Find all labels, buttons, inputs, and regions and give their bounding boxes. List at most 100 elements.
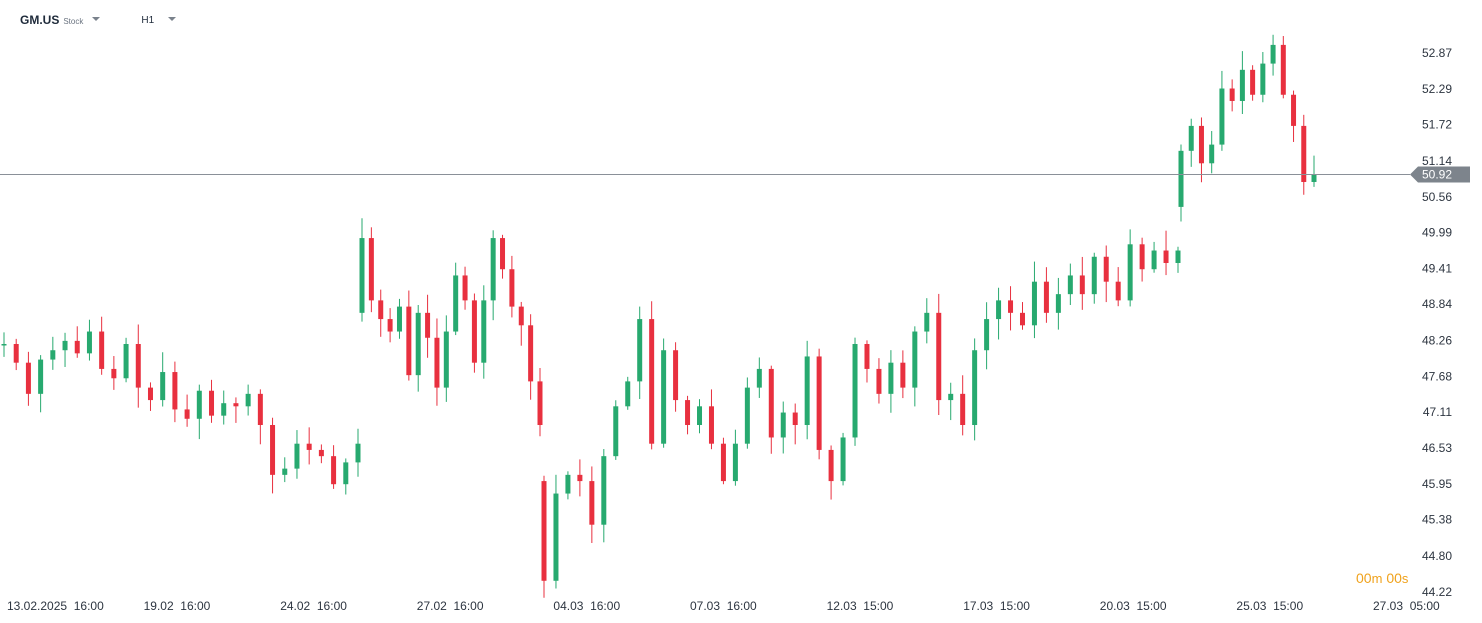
candle-body[interactable]: [233, 403, 239, 407]
candle-body[interactable]: [984, 319, 990, 351]
candle-body[interactable]: [816, 356, 822, 450]
candle-body[interactable]: [396, 306, 402, 332]
candle-body[interactable]: [1103, 256, 1109, 282]
candle-body[interactable]: [415, 312, 421, 376]
symbol-selector[interactable]: GM.US Stock: [20, 13, 101, 27]
candle-body[interactable]: [912, 331, 918, 388]
candle-body[interactable]: [184, 409, 190, 419]
candle-body[interactable]: [160, 372, 166, 401]
candle-body[interactable]: [378, 300, 384, 320]
candle-body[interactable]: [86, 331, 92, 354]
candle-body[interactable]: [768, 368, 774, 438]
candle-body[interactable]: [331, 456, 337, 485]
candle-body[interactable]: [111, 368, 117, 379]
candle-body[interactable]: [443, 331, 449, 388]
candle-body[interactable]: [697, 406, 703, 426]
candle-body[interactable]: [343, 462, 349, 485]
candle-body[interactable]: [172, 372, 178, 410]
candle-body[interactable]: [518, 306, 524, 326]
candle-body[interactable]: [62, 340, 68, 351]
candle-body[interactable]: [221, 403, 227, 416]
candle-body[interactable]: [387, 319, 393, 332]
candle-body[interactable]: [744, 387, 750, 444]
candle-body[interactable]: [1301, 125, 1307, 182]
candle-body[interactable]: [1163, 250, 1169, 263]
candle-body[interactable]: [1219, 88, 1225, 145]
candle-body[interactable]: [209, 390, 215, 416]
timeframe-selector[interactable]: H1: [141, 15, 177, 26]
candle-body[interactable]: [406, 306, 412, 376]
candle-body[interactable]: [1239, 69, 1245, 101]
candle-body[interactable]: [1209, 144, 1215, 164]
candle-body[interactable]: [481, 300, 487, 363]
candle-body[interactable]: [282, 468, 288, 475]
candle-body[interactable]: [1091, 256, 1097, 295]
candle-body[interactable]: [270, 425, 276, 475]
candle-body[interactable]: [888, 362, 894, 394]
candle-body[interactable]: [541, 481, 547, 581]
candle-body[interactable]: [147, 387, 153, 401]
candle-body[interactable]: [732, 443, 738, 482]
candle-body[interactable]: [828, 449, 834, 482]
candle-body[interactable]: [661, 350, 667, 444]
candle-body[interactable]: [589, 481, 595, 525]
candle-body[interactable]: [1291, 94, 1297, 126]
candle-body[interactable]: [625, 381, 631, 407]
candle-body[interactable]: [708, 406, 714, 444]
candle-body[interactable]: [257, 393, 263, 426]
candle-body[interactable]: [1055, 294, 1061, 313]
candle-body[interactable]: [756, 368, 762, 388]
candle-body[interactable]: [318, 449, 324, 457]
candle-body[interactable]: [1280, 44, 1286, 95]
candle-body[interactable]: [804, 356, 810, 426]
candle-body[interactable]: [876, 368, 882, 394]
candle-body[interactable]: [74, 340, 80, 354]
candle-body[interactable]: [1175, 250, 1181, 263]
candle-body[interactable]: [565, 474, 571, 494]
candle-body[interactable]: [1198, 125, 1204, 164]
candle-body[interactable]: [528, 325, 534, 382]
candle-body[interactable]: [1079, 275, 1085, 295]
candle-body[interactable]: [13, 343, 19, 363]
candle-body[interactable]: [996, 300, 1002, 320]
caret-down-icon[interactable]: [168, 17, 177, 21]
candle-body[interactable]: [245, 393, 251, 407]
candle-body[interactable]: [425, 312, 431, 338]
candle-body[interactable]: [471, 300, 477, 363]
candle-body[interactable]: [368, 238, 374, 301]
candle-body[interactable]: [1127, 244, 1133, 301]
candle-body[interactable]: [948, 393, 954, 401]
candle-body[interactable]: [637, 319, 643, 382]
candle-body[interactable]: [1067, 275, 1073, 295]
candle-body[interactable]: [840, 437, 846, 482]
candle-body[interactable]: [577, 474, 583, 482]
candle-body[interactable]: [1188, 125, 1194, 151]
candle-body[interactable]: [792, 412, 798, 426]
candle-body[interactable]: [1139, 244, 1145, 270]
candle-body[interactable]: [38, 359, 44, 394]
candle-body[interactable]: [613, 406, 619, 457]
candle-body[interactable]: [685, 400, 691, 426]
candle-body[interactable]: [490, 238, 496, 301]
candle-body[interactable]: [1151, 250, 1157, 270]
candle-body[interactable]: [434, 337, 440, 388]
candle-body[interactable]: [924, 312, 930, 332]
candle-body[interactable]: [1260, 63, 1266, 95]
caret-down-icon[interactable]: [92, 17, 101, 21]
candle-body[interactable]: [852, 343, 858, 438]
candle-body[interactable]: [601, 456, 607, 525]
candle-body[interactable]: [25, 362, 31, 394]
candle-body[interactable]: [1031, 281, 1037, 326]
candle-body[interactable]: [509, 269, 515, 307]
candle-body[interactable]: [50, 350, 56, 360]
candle-body[interactable]: [1311, 174, 1317, 182]
candle-body[interactable]: [864, 343, 870, 369]
candle-body[interactable]: [1178, 150, 1184, 207]
candle-body[interactable]: [720, 443, 726, 482]
candle-body[interactable]: [1008, 300, 1014, 313]
candle-body[interactable]: [294, 443, 300, 469]
candle-body[interactable]: [1019, 312, 1025, 326]
candle-body[interactable]: [500, 238, 506, 270]
candle-body[interactable]: [196, 390, 202, 419]
